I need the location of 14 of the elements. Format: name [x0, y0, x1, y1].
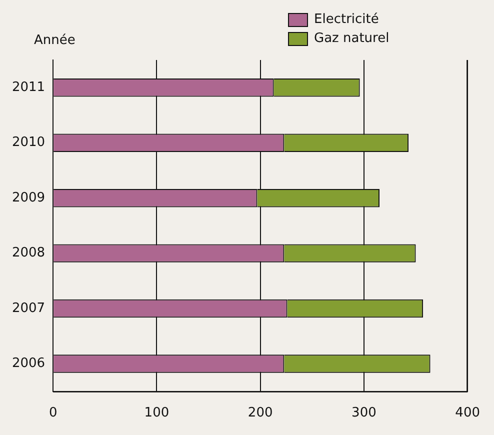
legend-label: Gaz naturel	[314, 31, 390, 46]
x-tick-label: 400	[455, 406, 480, 421]
y-tick-label: 2010	[12, 135, 46, 150]
y-tick-label: 2011	[12, 80, 46, 95]
y-tick-label: 2009	[12, 190, 46, 206]
y-tick-label: 2008	[12, 246, 46, 261]
y-axis-title: Année	[34, 33, 76, 48]
x-tick-label: 0	[48, 406, 58, 421]
x-tick-label: 200	[248, 406, 273, 421]
x-tick-label: 100	[144, 406, 170, 421]
y-tick-label: 2006	[12, 356, 46, 372]
y-tick-label: 2007	[12, 300, 46, 316]
x-tick-label: 300	[352, 406, 376, 421]
legend-label: Electricité	[314, 12, 379, 27]
